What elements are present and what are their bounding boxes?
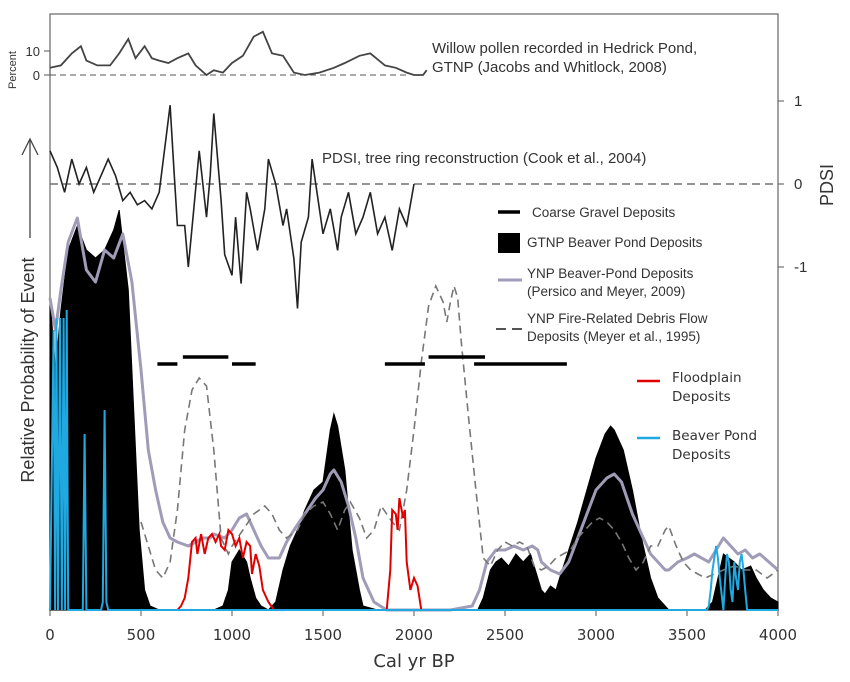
- legend: Coarse Gravel Deposits GTNP Beaver Pond D…: [496, 205, 757, 463]
- pdsi-panel: PDSI, tree ring reconstruction (Cook et …: [49, 105, 778, 309]
- willow-title-line2: GTNP (Jacobs and Whitlock, 2008): [432, 59, 667, 76]
- willow-axis-label: Percent: [7, 51, 19, 89]
- willow-tick-label: 0: [33, 68, 40, 83]
- willow-title-line1: Willow pollen recorded in Hedrick Pond,: [432, 40, 697, 57]
- x-tick-label: 2000: [395, 626, 433, 644]
- pdsi-axis-label: PDSI: [817, 164, 837, 206]
- legend-floodplain-label-line1: Floodplain: [672, 370, 742, 386]
- pdsi-tick-label: 0: [794, 176, 802, 193]
- up-arrow-head: [21, 137, 39, 156]
- x-axis-label: Cal yr BP: [373, 651, 454, 672]
- legend-beaver-pond-label-line1: Beaver Pond: [672, 428, 757, 444]
- x-tick-label: 1500: [304, 626, 342, 644]
- x-tick-label: 1000: [213, 626, 251, 644]
- legend-coarse-gravel-label: Coarse Gravel Deposits: [532, 205, 676, 220]
- x-tick-label: 3000: [577, 626, 615, 644]
- x-tick-label: 0: [45, 626, 55, 644]
- pdsi-tick-label: -1: [794, 259, 807, 276]
- legend-floodplain-label-line2: Deposits: [672, 389, 731, 405]
- pdsi-title: PDSI, tree ring reconstruction (Cook et …: [322, 150, 646, 167]
- willow-panel: 10 0 Percent Willow pollen recorded in Hedr…: [7, 30, 697, 89]
- x-tick-label: 3500: [668, 626, 706, 644]
- x-tick-label: 500: [127, 626, 156, 644]
- legend-ynp-label-line1: YNP Beaver-Pond Deposits: [527, 266, 694, 281]
- gtnp-beaver-pond-area: [49, 209, 779, 611]
- legend-beaver-pond-label-line2: Deposits: [672, 447, 731, 463]
- pdsi-line: [49, 105, 415, 309]
- pdsi-tick-label: 1: [794, 93, 802, 110]
- legend-debris-label-line2: Deposits (Meyer et al., 1995): [527, 329, 700, 344]
- legend-debris-label-line1: YNP Fire-Related Debris Flow: [527, 311, 708, 326]
- floodplain-line: [176, 497, 423, 611]
- willow-line: [49, 30, 428, 77]
- debris-flow-line: [140, 282, 779, 580]
- legend-gtnp-label: GTNP Beaver Pond Deposits: [527, 235, 703, 250]
- legend-gtnp-swatch: [498, 233, 520, 253]
- left-axis-label: Relative Probability of Event: [18, 257, 38, 482]
- series-group: [48, 209, 779, 612]
- beaver-pond-blue-line: [49, 309, 778, 611]
- x-tick-label: 2500: [486, 626, 524, 644]
- legend-ynp-label-line2: (Persico and Meyer, 2009): [527, 284, 685, 299]
- x-tick-label: 4000: [759, 626, 797, 644]
- willow-tick-label: 10: [26, 44, 40, 59]
